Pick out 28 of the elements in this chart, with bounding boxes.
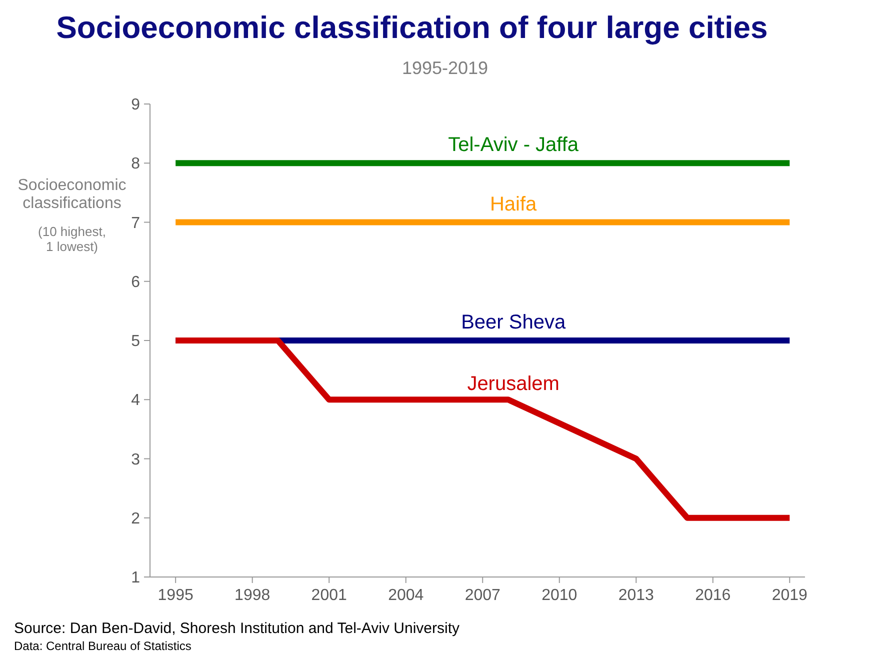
text: Data: Central Bureau of Statistics [14,639,192,652]
y-tick-label: 7 [131,214,140,232]
x-tick-label: 2016 [695,587,731,604]
x-tick-label: 2007 [464,587,501,604]
x-tick-label: 2001 [311,587,347,604]
y-tick-label: 9 [131,96,140,114]
y-tick-label: 8 [131,156,140,173]
text: (10 highest, 1 lowest) [38,224,106,254]
x-tick-label: 2019 [772,587,808,604]
y-tick-label: 4 [131,392,140,410]
y-axis-title: Socioeconomic classifications [18,177,126,212]
y-tick-label: 6 [131,274,140,291]
y-tick-label: 5 [131,333,140,350]
y-tick-label: 2 [131,510,140,528]
chart-title: Socioeconomic classification of four large cities [56,10,768,45]
y-tick-label: 1 [131,570,140,587]
y-tick-label: 3 [131,451,140,468]
series-label: Jerusalem [467,372,560,395]
chart-subtitle: 1995-2019 [402,58,488,78]
x-tick-label: 1998 [234,587,270,604]
series-label: Haifa [490,193,538,216]
series-label: Tel-Aviv - Jaffa [448,134,580,156]
x-tick-label: 2010 [542,587,578,604]
x-tick-label: 1995 [158,587,194,604]
x-tick-label: 2013 [618,587,654,604]
series-label: Beer Sheva [461,312,566,334]
x-tick-label: 2004 [388,587,424,604]
source-note: Source: Dan Ben-David, Shoresh Institution and Tel-Aviv University [14,620,460,637]
